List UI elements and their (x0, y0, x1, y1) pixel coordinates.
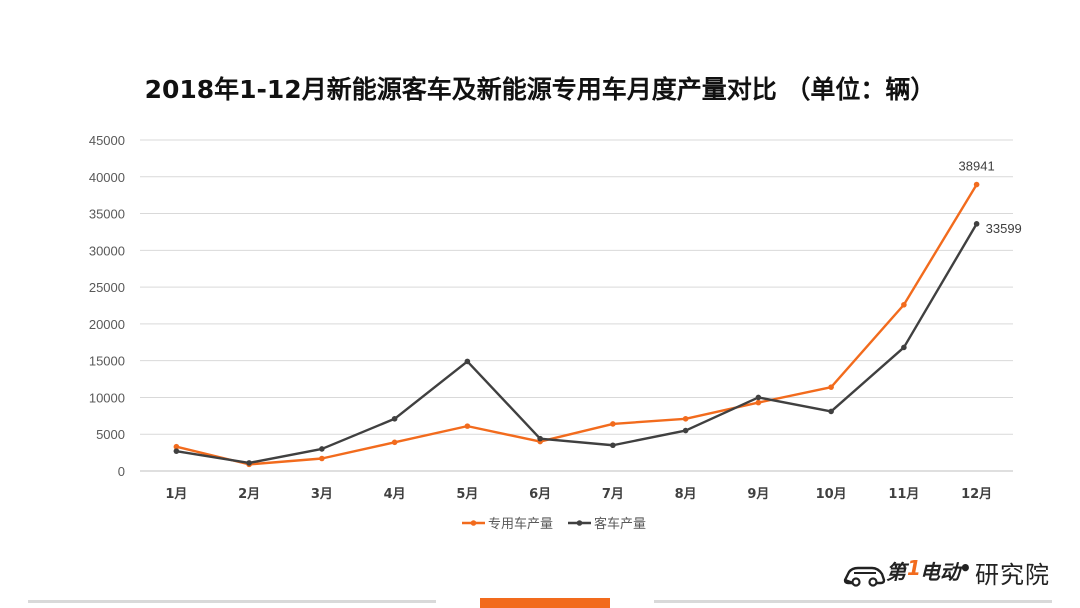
data-label: 33599 (986, 221, 1022, 236)
x-tick-label: 6月 (529, 487, 551, 502)
data-point (755, 394, 762, 401)
x-tick-label: 4月 (384, 487, 406, 502)
y-tick-label: 40000 (89, 170, 125, 185)
series-line-0 (176, 183, 978, 466)
footer-accent-bar (480, 598, 610, 608)
legend-label: 客车产量 (594, 516, 646, 532)
data-point (246, 460, 252, 466)
x-tick-label: 9月 (747, 487, 769, 502)
x-tick-label: 3月 (311, 487, 333, 502)
y-tick-label: 35000 (89, 207, 125, 222)
legend-marker-1 (576, 520, 583, 526)
data-point (973, 181, 980, 188)
y-tick-label: 10000 (89, 390, 125, 405)
y-tick-label: 30000 (89, 243, 125, 258)
legend-label: 专用车产量 (488, 516, 553, 532)
data-point (901, 344, 907, 351)
data-point (973, 221, 980, 227)
y-tick-label: 0 (118, 464, 125, 479)
y-tick-label: 5000 (96, 427, 125, 442)
data-point (828, 384, 834, 390)
chart-title: 2018年1-12月新能源客车及新能源专用车月度产量对比 （单位：辆） (144, 75, 936, 104)
x-tick-label: 7月 (602, 487, 624, 502)
x-tick-label: 2月 (238, 487, 260, 502)
data-point (682, 427, 689, 434)
data-label: 38941 (959, 159, 995, 174)
logo-brand-num: 1 (907, 556, 921, 580)
y-axis-labels: 0 5000 10000 15000 20000 25000 30000 35000 40000… (89, 133, 125, 479)
data-labels: 38941 33599 (959, 159, 1022, 236)
data-point (319, 455, 325, 462)
x-tick-label: 10月 (816, 487, 847, 502)
logo-brand-c: 研究院 (975, 561, 1050, 589)
data-point (173, 448, 180, 454)
data-point (391, 415, 398, 422)
x-tick-label: 8月 (675, 487, 697, 502)
x-tick-label: 1月 (165, 487, 187, 502)
legend: 专用车产量 客车产量 (462, 516, 646, 532)
series-lines (173, 181, 980, 468)
x-tick-label: 11月 (888, 487, 919, 502)
car-icon (843, 566, 886, 587)
y-tick-label: 45000 (89, 133, 125, 148)
y-tick-label: 20000 (89, 317, 125, 332)
data-point (464, 358, 471, 365)
data-point (610, 442, 616, 449)
data-point (682, 415, 689, 422)
footer-line-right (654, 600, 1052, 603)
logo-brand-b: 电动 (920, 560, 960, 584)
data-point (391, 439, 398, 446)
data-point (828, 408, 834, 415)
data-point (537, 435, 543, 442)
x-tick-label: 5月 (456, 487, 478, 502)
footer-line-left (28, 600, 436, 603)
data-point (319, 446, 325, 452)
legend-marker-0 (470, 520, 477, 526)
data-point (173, 443, 180, 450)
series-line-1 (176, 223, 978, 465)
data-point (755, 399, 762, 406)
x-axis-labels: 1月 2月 3月 4月 5月 6月 7月 8月 9月 10月 11月 12月 (165, 487, 992, 502)
data-point (464, 423, 471, 429)
data-point (901, 301, 907, 308)
grid-lines (140, 139, 1013, 472)
y-tick-label: 25000 (89, 280, 125, 295)
logo-brand-a: 第 (886, 560, 906, 584)
logo-separator: • (959, 556, 972, 580)
x-tick-label: 12月 (961, 487, 992, 502)
y-tick-label: 15000 (89, 354, 125, 369)
data-point (610, 421, 616, 427)
research-institute-logo: 第 1 电动 • 研究院 (842, 556, 1057, 590)
